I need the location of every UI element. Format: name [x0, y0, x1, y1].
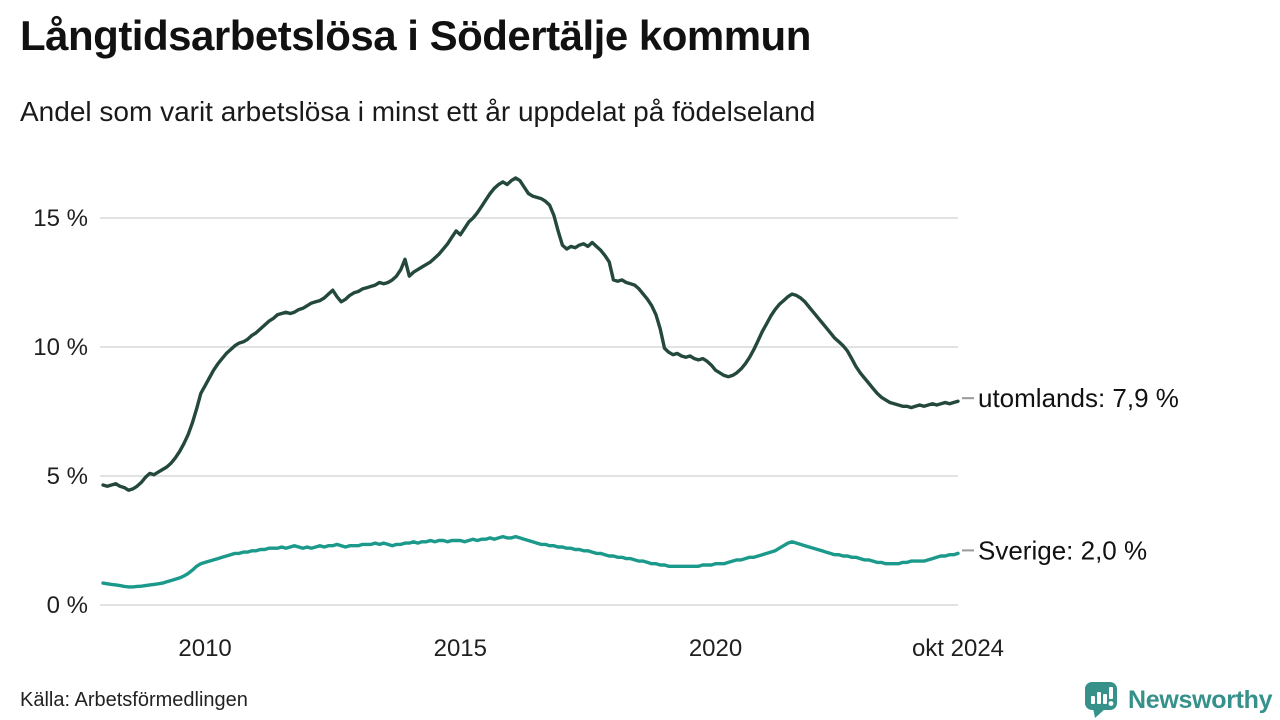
x-axis-tick-label: 2020 — [689, 635, 742, 662]
newsworthy-wordmark: Newsworthy — [1128, 685, 1273, 714]
y-axis-tick-label: 15 % — [33, 205, 88, 232]
y-axis-tick-label: 10 % — [33, 334, 88, 361]
newsworthy-logo: Newsworthy — [1084, 681, 1273, 719]
y-axis-tick-label: 5 % — [47, 463, 88, 490]
x-axis-tick-label: okt 2024 — [912, 635, 1004, 662]
series-line-Sverige — [101, 534, 960, 589]
series-line-utomlands — [101, 176, 960, 492]
newsworthy-bubble-chart-icon — [1085, 682, 1117, 718]
chart-title: Långtidsarbetslösa i Södertälje kommun — [20, 12, 811, 59]
x-axis-tick-label: 2015 — [434, 635, 487, 662]
x-axis-tick-label: 2010 — [178, 635, 231, 662]
series-end-label-utomlands: utomlands: 7,9 % — [978, 383, 1179, 413]
series-end-label-Sverige: Sverige: 2,0 % — [978, 535, 1147, 565]
source-note: Källa: Arbetsförmedlingen — [20, 689, 248, 711]
chart-subtitle: Andel som varit arbetslösa i minst ett å… — [20, 96, 816, 127]
y-axis-tick-label: 0 % — [47, 592, 88, 619]
